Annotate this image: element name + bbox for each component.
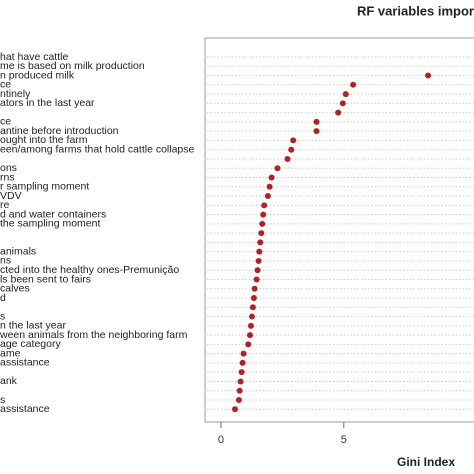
- category-label: een/among farms that hold cattle collaps…: [0, 143, 195, 155]
- dot: [274, 165, 281, 172]
- dot: [240, 350, 247, 357]
- dot: [268, 174, 275, 181]
- dot: [245, 341, 252, 348]
- category-label: n the last year: [0, 320, 66, 332]
- dot: [239, 359, 246, 366]
- category-label: ce: [0, 116, 11, 128]
- dot: [255, 257, 262, 264]
- dot: [247, 322, 254, 329]
- category-label: assistance: [0, 357, 50, 369]
- dot: [248, 313, 255, 320]
- dot: [350, 81, 357, 88]
- dot: [261, 202, 268, 209]
- dot: [257, 239, 264, 246]
- dot: [251, 285, 258, 292]
- category-label: ns: [0, 255, 11, 267]
- category-label: cted into the healthy ones-Premunição: [0, 264, 179, 276]
- dot: [284, 155, 291, 162]
- category-label: VDV: [0, 190, 22, 202]
- dot: [253, 276, 260, 283]
- dot: [231, 406, 238, 413]
- x-axis-label: Gini Index: [397, 455, 455, 469]
- category-label: ons: [0, 162, 17, 174]
- category-label: ame: [0, 347, 21, 359]
- x-tick-label: 0: [218, 434, 224, 446]
- category-label: the sampling moment: [0, 218, 100, 230]
- dot: [258, 230, 265, 237]
- dot: [250, 295, 257, 302]
- dot: [290, 137, 297, 144]
- dot: [335, 109, 342, 116]
- dot: [339, 100, 346, 107]
- category-label: n produced milk: [0, 69, 75, 81]
- category-label: rns: [0, 171, 15, 183]
- category-label: hat have cattle: [0, 51, 68, 63]
- chart-title: RF variables impor: [357, 3, 474, 18]
- category-label: ought into the farm: [0, 134, 88, 146]
- dot: [259, 220, 266, 227]
- dot: [260, 211, 267, 218]
- dot: [288, 146, 295, 153]
- dot: [313, 118, 320, 125]
- category-label: ntinely: [0, 88, 31, 100]
- dot: [313, 128, 320, 135]
- dot: [249, 304, 256, 311]
- category-label: s: [0, 310, 5, 322]
- category-label: me is based on milk production: [0, 60, 145, 72]
- category-label: assistance: [0, 403, 50, 415]
- category-label: ators in the last year: [0, 97, 95, 109]
- category-label: calves: [0, 283, 30, 295]
- category-label: r sampling moment: [0, 181, 89, 193]
- category-label: s: [0, 394, 5, 406]
- dot: [238, 369, 245, 376]
- category-label: antine before introduction: [0, 125, 119, 137]
- category-label: animals: [0, 245, 36, 257]
- category-label: ank: [0, 375, 18, 387]
- plot-frame: [204, 37, 474, 423]
- dot: [237, 378, 244, 385]
- category-label: ween animals from the neighboring farm: [0, 329, 188, 341]
- dot: [264, 193, 271, 200]
- dot: [254, 267, 261, 274]
- dot: [235, 396, 242, 403]
- dot: [246, 332, 253, 339]
- category-label: re: [0, 199, 9, 211]
- dot: [425, 72, 432, 79]
- dot: [342, 91, 349, 98]
- category-label: age category: [0, 338, 61, 350]
- dot: [266, 183, 273, 190]
- category-label: d and water containers: [0, 208, 106, 220]
- category-label: d: [0, 292, 6, 304]
- category-label: ls been sent to fairs: [0, 273, 91, 285]
- dot: [256, 248, 263, 255]
- x-tick-label: 5: [341, 434, 347, 446]
- category-label: ce: [0, 79, 11, 91]
- dot: [236, 387, 243, 394]
